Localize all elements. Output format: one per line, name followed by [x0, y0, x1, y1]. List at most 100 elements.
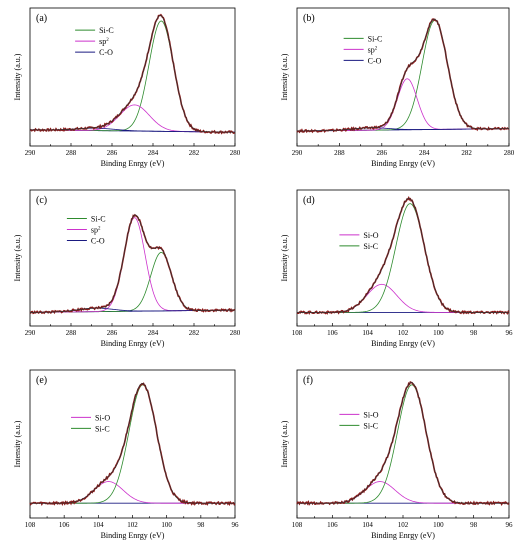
legend-label: C-O — [91, 237, 105, 246]
component-peak-si-o — [297, 481, 509, 504]
legend-label: Si-C — [95, 424, 110, 433]
x-tick-label: 100 — [161, 521, 172, 529]
x-tick-label: 280 — [230, 329, 241, 337]
y-axis-label: Intensity (a.u.) — [280, 53, 289, 100]
x-tick-label: 288 — [66, 149, 77, 157]
x-tick-label: 96 — [506, 329, 514, 337]
legend-label: Si-C — [99, 26, 114, 35]
fitted-envelope — [297, 198, 509, 313]
legend-label: sp2 — [368, 45, 378, 54]
legend-label: Si-C — [368, 34, 383, 43]
x-tick-label: 104 — [93, 521, 104, 529]
x-tick-label: 290 — [25, 329, 36, 337]
legend-label: Si-O — [363, 231, 378, 240]
x-tick-label: 286 — [107, 329, 118, 337]
x-tick-label: 106 — [327, 329, 338, 337]
x-tick-label: 100 — [433, 521, 444, 529]
component-peak-si-c — [30, 384, 235, 504]
x-tick-label: 286 — [107, 149, 118, 157]
plot-frame — [29, 189, 236, 327]
x-tick-label: 102 — [398, 521, 409, 529]
x-tick-label: 100 — [433, 329, 444, 337]
measured-spectrum — [29, 382, 236, 507]
x-axis-label: Binding Enrgy (eV) — [101, 159, 165, 168]
y-axis-label: Intensity (a.u.) — [280, 420, 289, 467]
legend-label: sp2 — [91, 226, 101, 235]
measured-spectrum — [29, 213, 236, 315]
measured-spectrum — [296, 380, 510, 506]
y-axis-label: Intensity (a.u.) — [13, 53, 22, 100]
x-tick-label: 280 — [504, 149, 515, 157]
y-axis-label: Intensity (a.u.) — [13, 234, 22, 281]
x-tick-label: 106 — [59, 521, 70, 529]
x-tick-label: 106 — [327, 521, 338, 529]
panel-e: 108 106 104 102 100 98 96 Binding Enrgy (eV) Int… — [13, 369, 240, 540]
legend-superscript: 2 — [98, 227, 101, 232]
x-tick-label: 288 — [334, 149, 345, 157]
x-tick-label: 290 — [25, 149, 36, 157]
x-tick-label: 108 — [292, 329, 303, 337]
legend: Si-O Si-C — [339, 410, 379, 430]
x-tick-label: 288 — [66, 329, 77, 337]
x-tick-label: 284 — [148, 149, 159, 157]
x-tick-label: 104 — [362, 521, 373, 529]
legend-superscript: 2 — [106, 38, 109, 43]
legend-label: Si-O — [363, 410, 378, 419]
x-axis-label: Binding Enrgy (eV) — [101, 339, 165, 348]
panel-c: 290 288 286 284 282 280 Binding Enrgy (eV) Inte… — [13, 189, 241, 348]
fitted-envelope — [297, 382, 509, 504]
component-peak-si-c — [29, 252, 236, 313]
component-peak-si-c — [296, 19, 510, 132]
component-peak-si-c — [297, 203, 509, 313]
panel-label: (a) — [36, 13, 47, 24]
legend-label: Si-C — [363, 421, 378, 430]
panel-a: 290 288 286 284 282 280 Binding Enrgy (eV) Inte… — [13, 7, 241, 168]
component-peak-si-o — [30, 481, 235, 504]
x-tick-label: 98 — [470, 329, 478, 337]
panel-label: (b) — [303, 13, 315, 24]
x-axis-label: Binding Enrgy (eV) — [371, 339, 435, 348]
legend-label: Si-O — [95, 413, 110, 422]
component-peak-si-c — [297, 384, 509, 504]
plot-frame — [29, 7, 236, 147]
x-tick-label: 98 — [470, 521, 478, 529]
panel-label: (e) — [36, 375, 47, 386]
component-peak-si-o — [297, 283, 509, 313]
plot-frame — [296, 189, 510, 327]
legend-label: Si-C — [91, 215, 106, 224]
x-tick-label: 104 — [362, 329, 373, 337]
measured-spectrum — [29, 13, 236, 135]
component-peak-si-c — [29, 20, 236, 133]
legend-label: C-O — [99, 48, 113, 57]
x-axis-label: Binding Enrgy (eV) — [371, 531, 435, 540]
x-tick-label: 284 — [419, 149, 430, 157]
fitted-envelope — [29, 214, 236, 313]
plot-frame — [296, 369, 510, 519]
legend-superscript: 2 — [375, 46, 378, 51]
legend: Si-C sp2 C-O — [66, 215, 106, 246]
panel-label: (c) — [36, 195, 47, 206]
panel-d: 108 106 104 102 100 98 96 Binding Enrgy (eV) Int… — [280, 189, 514, 348]
x-tick-label: 96 — [232, 521, 240, 529]
legend-label: C-O — [368, 56, 382, 65]
panel-label: (d) — [303, 195, 315, 206]
x-tick-label: 102 — [398, 329, 409, 337]
component-peak-sp2 — [296, 78, 510, 132]
legend: Si-O Si-C — [71, 413, 110, 433]
x-tick-label: 98 — [197, 521, 205, 529]
component-peak-sp2 — [29, 217, 236, 313]
legend-label: Si-C — [363, 242, 378, 251]
x-tick-label: 282 — [189, 329, 200, 337]
fitted-envelope — [29, 15, 236, 133]
x-tick-label: 108 — [292, 521, 303, 529]
x-tick-label: 290 — [292, 149, 303, 157]
legend: Si-C sp2 C-O — [343, 34, 383, 65]
x-axis-label: Binding Enrgy (eV) — [101, 531, 165, 540]
x-tick-label: 282 — [461, 149, 472, 157]
x-tick-label: 286 — [377, 149, 388, 157]
panel-label: (f) — [303, 375, 313, 386]
x-tick-label: 280 — [230, 149, 241, 157]
panel-b: 290 288 286 284 282 280 Binding Enrgy (eV) Inte… — [280, 7, 515, 168]
x-tick-label: 96 — [506, 521, 514, 529]
